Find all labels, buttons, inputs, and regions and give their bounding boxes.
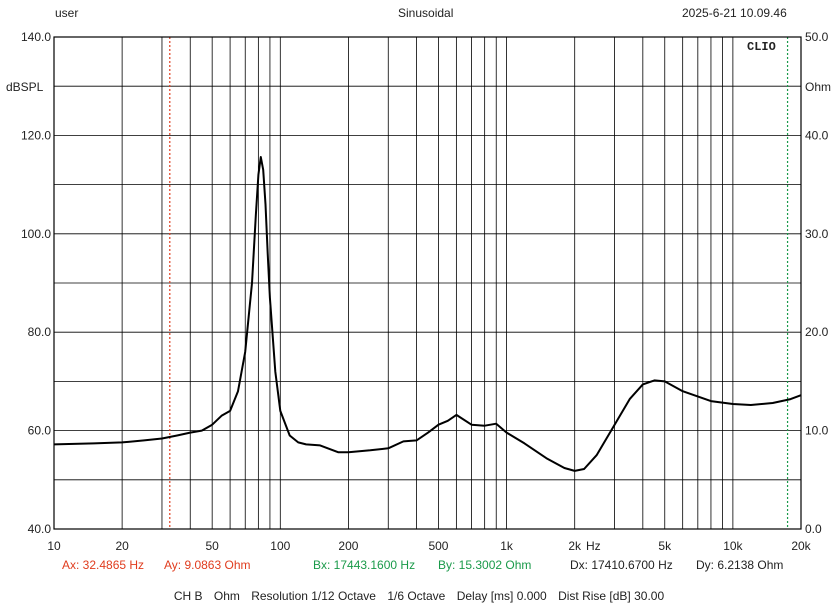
delta-x-readout: Dx: 17410.6700 Hz [570,558,673,572]
y-right-tick-label: 30.0 [805,227,829,241]
x-tick-label: 5k [658,539,672,553]
cursor-a-y-readout: Ay: 9.0863 Ohm [164,558,251,572]
y-right-tick-label: 40.0 [805,128,829,142]
y-left-tick-label: 100.0 [21,227,51,241]
y-left-tick-label: 60.0 [28,424,52,438]
axis-ticks: 10 20 50 100 200 500 1k 2k 5k 10k 20k 40.0 60.0 80.0 1… [21,30,829,553]
x-tick-label: 1k [500,539,514,553]
x-tick-label: 10 [47,539,61,553]
x-tick-label: 20 [115,539,129,553]
cursor-a-x-readout: Ax: 32.4865 Hz [62,558,145,572]
channel-label: CH B [173,589,203,603]
timestamp: 2025-6-21 10.09.46 [682,6,787,20]
impedance-curve [53,156,802,472]
x-tick-label: 10k [723,539,743,553]
user-label: user [55,6,79,20]
delay-label: Delay [ms] 0.000 [456,589,547,603]
cursor-b-x-readout: Bx: 17443.1600 Hz [313,558,416,572]
plot-frame [53,36,802,530]
y-axis-label-right: Ohm [805,80,831,94]
x-tick-label: 20k [791,539,811,553]
resolution-label: Resolution 1/12 Octave [251,589,376,603]
x-tick-label: 100 [270,539,290,553]
dist-rise-label: Dist Rise [dB] 30.00 [558,589,665,603]
y-left-tick-label: 40.0 [28,522,52,536]
x-axis-unit-label: Hz [586,539,601,553]
cursor-b-y-readout: By: 15.3002 Ohm [438,558,532,572]
unit-label: Ohm [213,589,240,603]
smoothing-label: 1/6 Octave [387,589,446,603]
y-right-tick-label: 0.0 [805,522,822,536]
x-tick-label: 200 [338,539,358,553]
x-tick-label: 500 [428,539,448,553]
y-left-tick-label: 80.0 [28,325,52,339]
x-tick-label: 2k [568,539,582,553]
y-right-tick-label: 50.0 [805,30,829,44]
chart-grid [53,36,802,530]
y-right-tick-label: 10.0 [805,424,829,438]
y-right-tick-label: 20.0 [805,325,829,339]
delta-y-readout: Dy: 6.2138 Ohm [696,558,784,572]
chart-cursors [169,37,789,529]
y-left-tick-label: 140.0 [21,30,51,44]
clio-brand: CLIO [747,40,776,54]
measurement-settings: CH B Ohm Resolution 1/12 Octave 1/6 Octa… [0,589,838,603]
x-tick-label: 50 [205,539,219,553]
measurement-mode: Sinusoidal [398,6,454,20]
y-axis-label-left: dBSPL [6,80,44,94]
y-left-tick-label: 120.0 [21,128,51,142]
